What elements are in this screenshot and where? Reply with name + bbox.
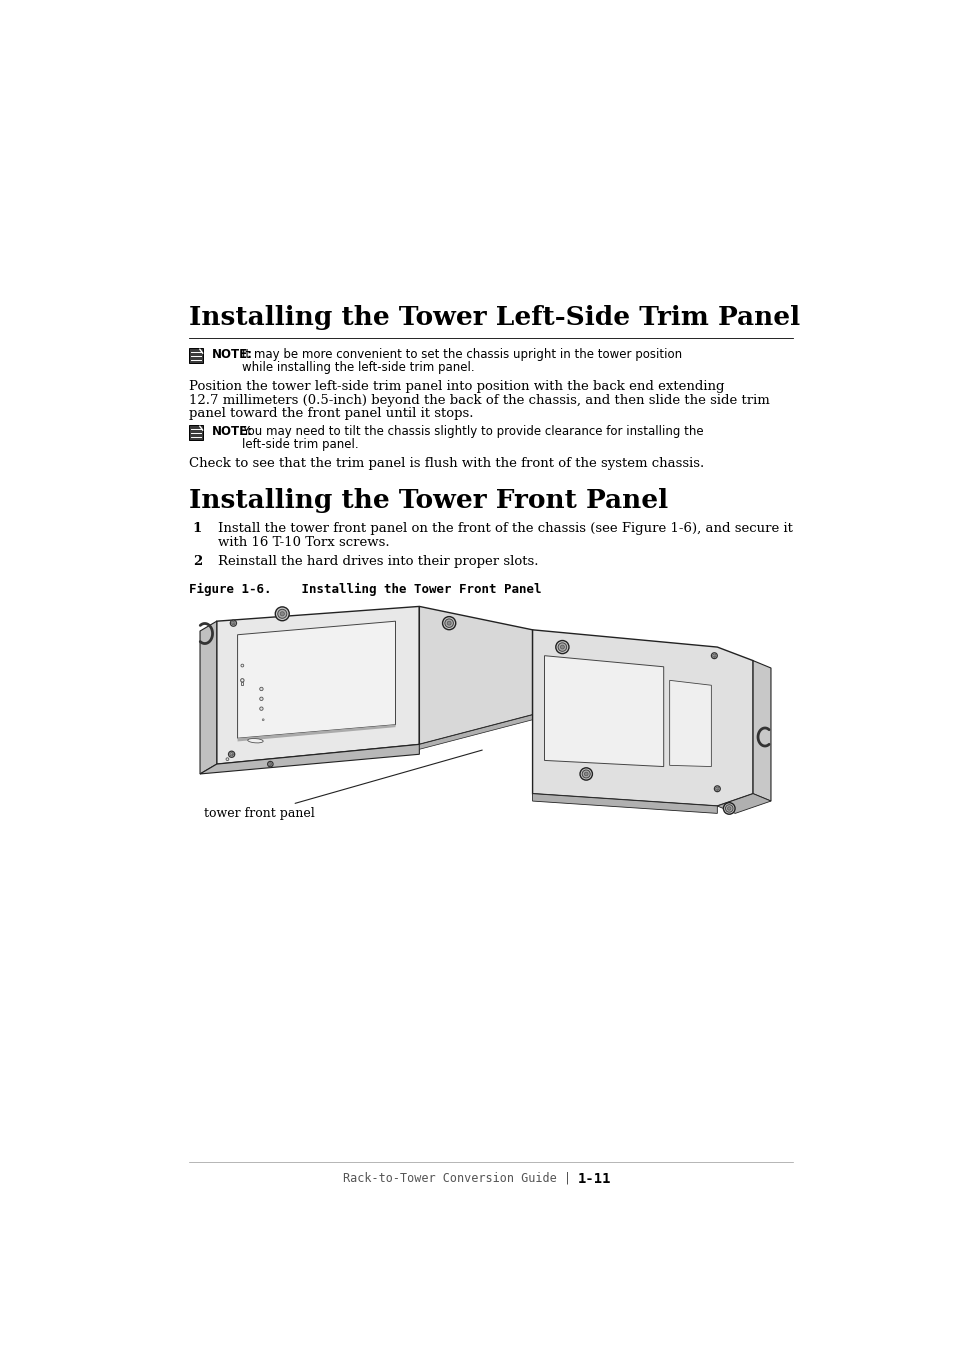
Circle shape [722, 802, 735, 815]
Polygon shape [419, 607, 532, 744]
Circle shape [275, 607, 289, 620]
Circle shape [259, 688, 263, 690]
Text: 12.7 millimeters (0.5-inch) beyond the back of the chassis, and then slide the s: 12.7 millimeters (0.5-inch) beyond the b… [189, 394, 769, 407]
FancyBboxPatch shape [189, 347, 203, 363]
Polygon shape [200, 744, 419, 774]
Circle shape [711, 653, 717, 659]
Text: Check to see that the trim panel is flush with the front of the system chassis.: Check to see that the trim panel is flus… [189, 458, 703, 470]
Polygon shape [717, 793, 770, 813]
Polygon shape [216, 607, 419, 765]
Text: Installing the Tower Left-Side Trim Panel: Installing the Tower Left-Side Trim Pane… [189, 304, 800, 330]
Circle shape [584, 773, 587, 775]
Polygon shape [237, 621, 395, 738]
Circle shape [269, 762, 272, 766]
Circle shape [280, 612, 284, 616]
Circle shape [259, 697, 263, 701]
Circle shape [444, 619, 453, 627]
Circle shape [558, 643, 566, 651]
Circle shape [229, 751, 234, 758]
Circle shape [559, 644, 564, 648]
Text: 1: 1 [193, 521, 202, 535]
Circle shape [232, 621, 234, 626]
Text: Install the tower front panel on the front of the chassis (see Figure 1-6), and : Install the tower front panel on the fro… [218, 521, 793, 535]
Polygon shape [752, 661, 770, 801]
Text: with 16 T-10 Torx screws.: with 16 T-10 Torx screws. [218, 535, 390, 549]
Text: left-side trim panel.: left-side trim panel. [241, 438, 358, 451]
Circle shape [715, 788, 719, 790]
Circle shape [259, 707, 263, 711]
Text: Installing the Tower Front Panel: Installing the Tower Front Panel [189, 488, 667, 513]
Circle shape [240, 678, 244, 682]
Polygon shape [669, 681, 711, 766]
Circle shape [226, 758, 229, 761]
Circle shape [579, 767, 592, 780]
Text: It may be more convenient to set the chassis upright in the tower position: It may be more convenient to set the cha… [241, 347, 681, 361]
Text: You may need to tilt the chassis slightly to provide clearance for installing th: You may need to tilt the chassis slightl… [241, 424, 702, 438]
Text: while installing the left-side trim panel.: while installing the left-side trim pane… [241, 361, 474, 374]
Polygon shape [544, 655, 663, 766]
Circle shape [727, 807, 730, 811]
Circle shape [262, 719, 264, 720]
Polygon shape [419, 715, 532, 750]
Text: |: | [564, 1171, 571, 1185]
Circle shape [724, 805, 732, 812]
FancyBboxPatch shape [189, 424, 203, 440]
Text: NOTE:: NOTE: [212, 424, 253, 438]
Text: tower front panel: tower front panel [204, 750, 481, 820]
Circle shape [241, 665, 243, 667]
Circle shape [712, 654, 715, 658]
Circle shape [447, 621, 451, 626]
Text: Position the tower left-side trim panel into position with the back end extendin: Position the tower left-side trim panel … [189, 381, 723, 393]
Polygon shape [532, 630, 752, 807]
Text: Figure 1-6.    Installing the Tower Front Panel: Figure 1-6. Installing the Tower Front P… [189, 584, 541, 596]
Circle shape [714, 786, 720, 792]
Polygon shape [200, 621, 216, 774]
Text: Rack-to-Tower Conversion Guide: Rack-to-Tower Conversion Guide [343, 1171, 557, 1185]
Circle shape [442, 616, 456, 630]
Ellipse shape [248, 739, 263, 743]
Text: NOTE:: NOTE: [212, 347, 253, 361]
Circle shape [581, 770, 590, 778]
Circle shape [277, 609, 287, 619]
Text: 1-11: 1-11 [578, 1171, 611, 1186]
Circle shape [230, 620, 236, 627]
Polygon shape [532, 793, 717, 813]
Polygon shape [237, 724, 395, 742]
Polygon shape [241, 682, 243, 685]
Circle shape [230, 753, 233, 757]
Circle shape [268, 762, 273, 767]
Text: 2: 2 [193, 555, 202, 567]
Text: Reinstall the hard drives into their proper slots.: Reinstall the hard drives into their pro… [218, 555, 538, 567]
Text: panel toward the front panel until it stops.: panel toward the front panel until it st… [189, 408, 473, 420]
Circle shape [556, 640, 568, 654]
